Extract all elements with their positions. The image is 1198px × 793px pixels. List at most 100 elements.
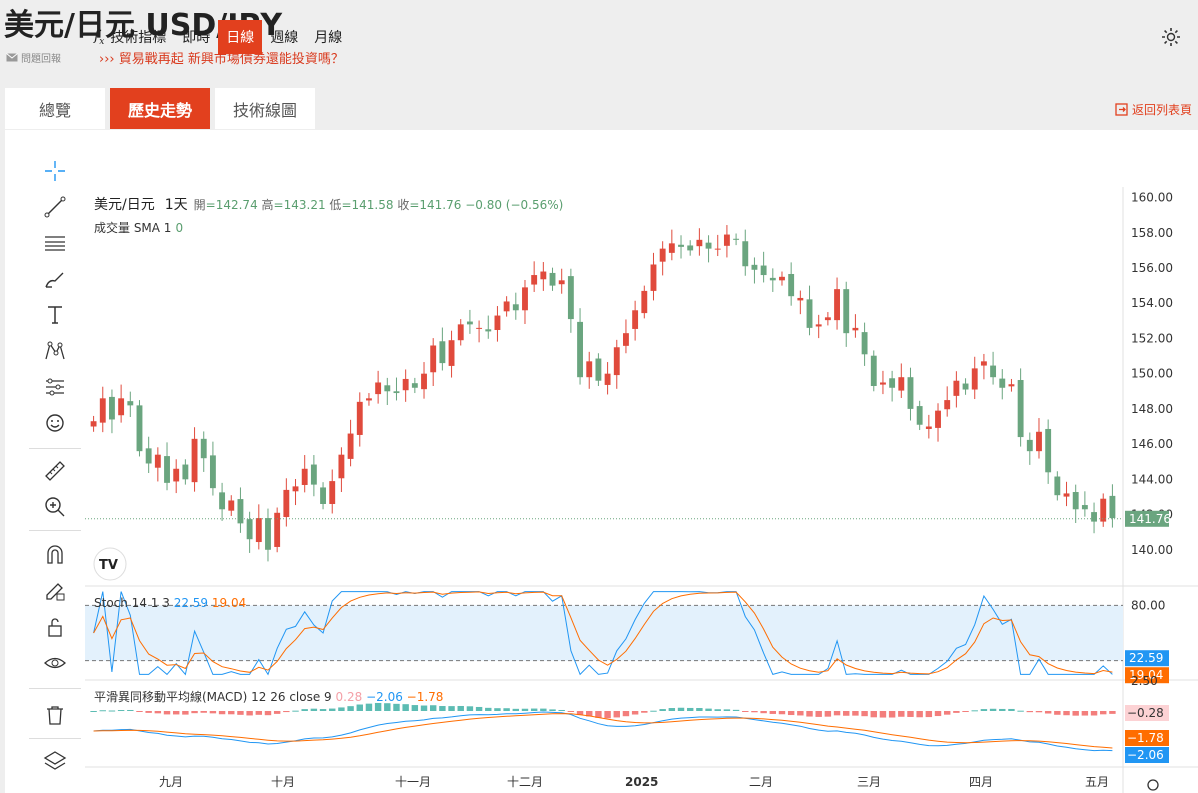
interval-realtime[interactable]: 即時 [182, 30, 211, 46]
tab-technical[interactable]: 技術線圖 [215, 88, 315, 129]
macd-hist-bar [1063, 711, 1070, 716]
candle-body [1109, 495, 1116, 519]
macd-hist-bar [787, 711, 795, 716]
macd-hist-bar [879, 711, 887, 718]
candle-body [549, 272, 556, 286]
candle-body [751, 264, 758, 270]
candle-body [650, 264, 657, 291]
candle-body [164, 456, 170, 483]
macd-hist-bar [650, 710, 657, 712]
time-tick-label: 十月 [271, 775, 295, 789]
drawing-toolbar [5, 130, 85, 793]
candle-body [329, 481, 336, 504]
macd-hist-bar [888, 711, 896, 718]
legend-macd: 平滑異同移動平均線(MACD) 12 26 close 9 0.28 −2.06… [94, 690, 444, 704]
settings-gear-icon[interactable] [1160, 26, 1182, 52]
trash-icon[interactable] [42, 702, 68, 728]
candle-body [90, 421, 97, 427]
price-tick-label: 146.00 [1131, 437, 1173, 451]
candle-body [558, 280, 565, 285]
candle-body [320, 487, 326, 504]
macd-hist-bar [319, 709, 327, 711]
candle-body [292, 486, 299, 492]
ruler-icon[interactable] [42, 458, 68, 484]
macd-hist-bar [329, 708, 336, 711]
macd-hist-bar [576, 711, 584, 716]
candle-body [1054, 476, 1061, 496]
macd-hist-bar [934, 711, 942, 717]
candle-body [1091, 512, 1097, 522]
candle-body [99, 398, 106, 423]
macd-hist-bar [769, 711, 777, 714]
emoji-icon[interactable] [42, 410, 68, 436]
macd-hist-bar [145, 711, 152, 713]
candle-body [861, 332, 868, 355]
macd-hist-bar [980, 709, 988, 711]
macd-hist-bar [797, 711, 804, 716]
price-tick-label: 152.00 [1131, 331, 1173, 345]
macd-hist-bar [549, 709, 556, 711]
macd-hist-bar [595, 711, 602, 718]
crosshair-icon[interactable] [42, 158, 68, 184]
tab-history[interactable]: 歷史走勢 [110, 88, 210, 129]
macd-hist-bar [723, 709, 731, 711]
back-to-list-link[interactable]: 返回列表頁 [1115, 101, 1192, 118]
magnet-icon[interactable] [42, 542, 68, 568]
lock-drawing-icon[interactable] [42, 578, 68, 604]
candle-body [990, 365, 997, 378]
fib-lines-icon[interactable] [42, 230, 68, 256]
macd-hist-bar [310, 708, 318, 711]
interval-monthly[interactable]: 月線 [314, 30, 343, 46]
candle-body [457, 324, 464, 341]
macd-hist-bar [833, 711, 841, 716]
macd-hist-bar [1100, 711, 1107, 715]
candle-body [834, 289, 840, 321]
candle-body [375, 382, 382, 395]
candle-body [476, 327, 483, 329]
interval-daily[interactable]: 日線 [218, 20, 263, 54]
macd-hist-bar [943, 711, 951, 715]
macd-hist-bar [1109, 711, 1116, 714]
candle-body [824, 317, 831, 321]
eye-icon[interactable] [42, 650, 68, 676]
unlock-icon[interactable] [42, 614, 68, 640]
pattern-icon[interactable] [42, 338, 68, 364]
last-price-badge [1125, 510, 1169, 527]
mail-icon [6, 53, 18, 62]
macd-hist-bar [870, 711, 877, 718]
price-tick-label: 140.00 [1131, 543, 1173, 557]
news-link[interactable]: ››› 貿易戰再起 新興市場債券還能投資嗎？ [99, 52, 344, 67]
text-icon[interactable] [42, 302, 68, 328]
macd-hist-bar [283, 711, 290, 713]
macd-hist-bar [154, 711, 162, 714]
candle-body [1063, 493, 1070, 497]
brush-icon[interactable] [42, 266, 68, 292]
candle-body [191, 438, 198, 483]
time-tick-label: 九月 [159, 775, 183, 789]
zoom-icon[interactable] [42, 494, 68, 520]
trend-line-icon[interactable] [42, 194, 68, 220]
tab-overview[interactable]: 總覽 [5, 88, 105, 129]
candle-body [283, 489, 290, 518]
candle-body [182, 464, 189, 480]
layers-icon[interactable] [42, 748, 68, 774]
indicators-button[interactable]: fx 技術指標 [94, 27, 167, 47]
candle-body [522, 287, 528, 311]
macd-hist-bar [448, 706, 455, 711]
forecast-icon[interactable] [42, 374, 68, 400]
candle-body [586, 361, 593, 378]
candle-body [843, 289, 850, 334]
macd-hist-badge [1125, 705, 1169, 721]
candle-body [935, 410, 941, 428]
feedback-link[interactable]: 問題回報 [6, 50, 61, 65]
macd-hist-bar [1035, 711, 1043, 713]
candle-body [925, 426, 932, 429]
interval-weekly[interactable]: 週線 [270, 30, 299, 46]
candle-body [577, 321, 583, 378]
macd-hist-bar [631, 711, 639, 715]
price-chart[interactable]: 160.00 158.00 156.00 154.00 152.00 150.00 148.… [85, 187, 1198, 793]
macd-hist-bar [732, 709, 740, 711]
axis-settings-icon [1147, 779, 1159, 791]
macd-hist-bar [916, 711, 923, 718]
macd-hist-bar [1026, 711, 1034, 713]
